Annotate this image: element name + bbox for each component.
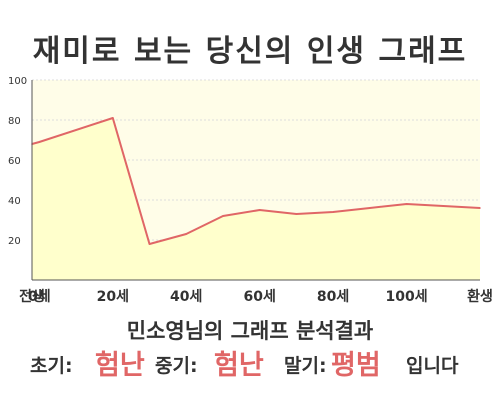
y-tick-label: 20 — [8, 236, 21, 247]
middle-value: 험난 — [214, 350, 264, 381]
analysis-result-line: 초기: 험난 중기: 험난 말기: 평범 입니다 — [0, 346, 500, 386]
x-tick-label: 60세 — [243, 289, 275, 305]
data-point — [295, 213, 298, 215]
ending-text: 입니다 — [406, 355, 459, 377]
x-tick-label: 0세 — [28, 289, 51, 305]
y-tick-label: 80 — [8, 116, 21, 127]
page-title: 재미로 보는 당신의 인생 그래프 — [32, 34, 468, 69]
early-label: 초기: — [30, 355, 73, 377]
data-point — [332, 211, 334, 213]
data-point — [38, 141, 41, 143]
data-point — [148, 243, 151, 245]
x-tick-label: 20세 — [97, 289, 129, 305]
series-area — [32, 118, 480, 280]
data-point — [369, 207, 371, 209]
x-tick-label: 환생 — [467, 288, 493, 305]
late-value: 평범 — [331, 350, 381, 381]
data-point — [222, 215, 224, 217]
data-point — [185, 233, 188, 235]
x-tick-label: 전생 — [19, 288, 45, 305]
data-point — [479, 207, 481, 209]
late-label: 말기: — [284, 355, 327, 377]
data-point — [405, 203, 408, 205]
x-tick-label: 100세 — [386, 289, 428, 305]
y-tick-label: 40 — [8, 196, 21, 207]
middle-label: 중기: — [155, 355, 198, 377]
y-tick-label: 60 — [8, 156, 21, 167]
data-point — [258, 209, 261, 211]
data-point — [442, 205, 445, 207]
x-tick-label: 40세 — [170, 289, 202, 305]
analysis-title: 민소영님의 그래프 분석결과 — [126, 319, 374, 343]
data-point — [111, 117, 114, 119]
early-value: 험난 — [95, 350, 145, 381]
x-tick-label: 80세 — [317, 289, 349, 305]
y-tick-label: 100 — [8, 76, 27, 87]
